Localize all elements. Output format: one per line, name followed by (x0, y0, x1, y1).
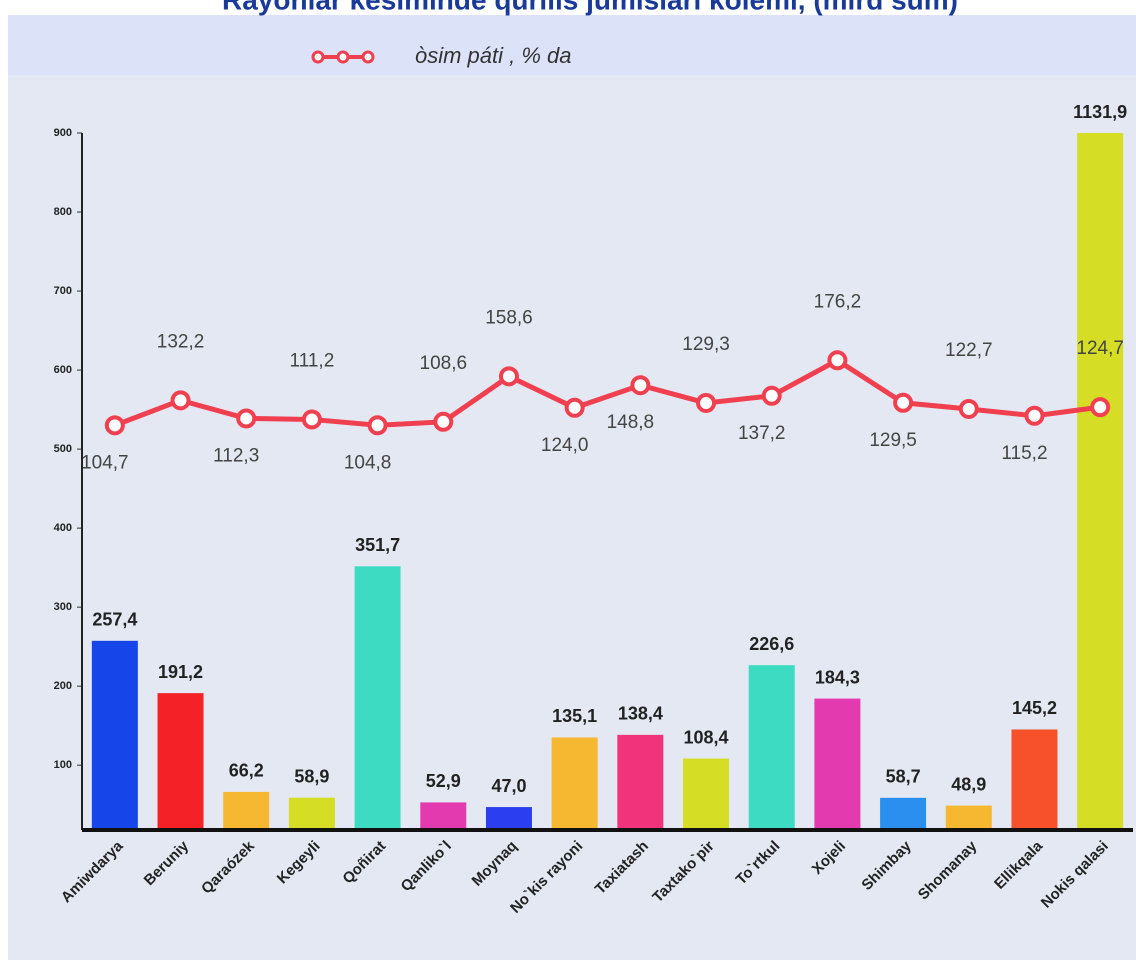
line-marker (104, 415, 125, 436)
bar-value-label: 257,4 (92, 610, 137, 630)
legend-marker (311, 50, 325, 64)
line-value-label: 158,6 (485, 307, 533, 328)
bar (683, 758, 730, 830)
bar (551, 737, 598, 830)
bar-value-label: 135,1 (552, 706, 597, 726)
line-value-label: 111,2 (290, 350, 335, 371)
line-value-label: 104,7 (81, 452, 129, 473)
bar-value-label: 191,2 (158, 662, 203, 682)
bar-value-label: 52,9 (426, 771, 461, 791)
bar (617, 734, 664, 830)
y-tick-label: 700 (54, 285, 72, 297)
y-tick-label: 800 (54, 206, 72, 218)
bar (157, 693, 204, 830)
line-marker (367, 415, 388, 436)
line-marker (827, 350, 848, 371)
line-value-label: 129,3 (682, 334, 730, 355)
y-tick-label: 400 (54, 522, 72, 534)
bar-value-label: 58,7 (886, 767, 921, 787)
line-value-label: 132,2 (157, 331, 205, 352)
bar-value-label: 351,7 (355, 535, 400, 555)
legend-marker (336, 50, 350, 64)
bar-value-label: 66,2 (229, 761, 264, 781)
bar (814, 698, 861, 830)
bar (420, 802, 467, 830)
line-value-label: 124,7 (1076, 338, 1124, 359)
bar (880, 797, 927, 830)
bar-value-label: 138,4 (618, 704, 663, 724)
bar-value-label: 184,3 (815, 667, 860, 687)
chart-title: Rayonlar kesiminde qurilis jumislari kol… (222, 0, 958, 15)
line-value-label: 148,8 (607, 412, 655, 433)
line-marker (893, 392, 914, 413)
line-marker (630, 375, 651, 396)
bar (91, 640, 138, 830)
y-tick-label: 100 (54, 759, 72, 771)
line-value-label: 115,2 (1001, 443, 1047, 464)
bar-value-label: 226,6 (749, 634, 794, 654)
y-tick-label: 300 (54, 601, 72, 613)
legend-marker (361, 50, 375, 64)
line-marker (498, 366, 519, 387)
line-marker (170, 390, 191, 411)
bar-value-label: 145,2 (1012, 698, 1057, 718)
line-value-label: 176,2 (814, 291, 862, 312)
line-value-label: 129,5 (869, 430, 917, 451)
bar-value-label: 108,4 (684, 727, 729, 747)
legend: òsim páti , % da (311, 43, 572, 68)
bar (748, 665, 795, 830)
y-tick-label: 500 (54, 443, 72, 455)
line-marker (236, 408, 257, 429)
line-value-label: 137,2 (738, 423, 786, 444)
bar (1077, 133, 1124, 831)
line-marker (1090, 397, 1111, 418)
bar (354, 566, 401, 830)
line-marker (301, 409, 322, 430)
bar-value-label: 1131,9 (1073, 102, 1127, 122)
bar-value-label: 58,9 (294, 766, 329, 786)
line-marker (696, 392, 717, 413)
legend-label: òsim páti , % da (415, 43, 572, 68)
line-marker (761, 385, 782, 406)
line-marker (433, 411, 454, 432)
bar (223, 791, 270, 830)
line-value-label: 122,7 (945, 340, 993, 361)
line-marker (958, 398, 979, 419)
bar-value-label: 48,9 (951, 774, 986, 794)
line-value-label: 104,8 (344, 452, 392, 473)
y-tick-label: 600 (54, 364, 72, 376)
line-value-label: 108,6 (420, 353, 468, 374)
bar (485, 807, 532, 830)
line (113, 357, 1101, 428)
line-value-label: 124,0 (541, 435, 589, 456)
line-marker (1024, 405, 1045, 426)
y-tick-label: 200 (54, 680, 72, 692)
bar-value-label: 47,0 (491, 776, 526, 796)
legend-band (8, 15, 1136, 75)
bar (288, 797, 335, 830)
bar (1011, 729, 1058, 830)
bars (91, 133, 1124, 831)
line-value-label: 112,3 (213, 445, 259, 466)
line-marker (564, 397, 585, 418)
y-tick-label: 900 (54, 127, 72, 139)
bar (945, 805, 992, 830)
